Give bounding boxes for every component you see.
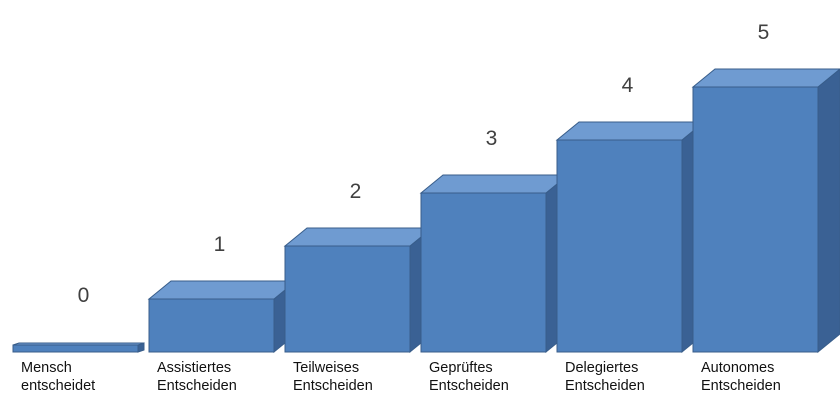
category-label-0: Mensch entscheidet bbox=[21, 360, 95, 394]
step-bar-top-5 bbox=[691, 68, 840, 88]
category-label-line: Mensch bbox=[21, 360, 72, 376]
step-value-label-3: 3 bbox=[486, 127, 498, 150]
category-label-line: Entscheiden bbox=[157, 378, 237, 394]
step-value-label-5: 5 bbox=[758, 21, 770, 44]
category-label-group: Mensch entscheidet Assistiertes Entscheiden… bbox=[21, 360, 781, 394]
step-bar-side-5 bbox=[817, 68, 840, 354]
step-bar-top-1 bbox=[147, 280, 298, 300]
step-bar-front-0 bbox=[12, 344, 139, 353]
category-label-line: Geprüftes bbox=[429, 360, 493, 376]
category-label-line: Assistiertes bbox=[157, 360, 231, 376]
category-label-3: Geprüftes Entscheiden bbox=[429, 360, 509, 394]
step-value-label-0: 0 bbox=[78, 284, 90, 307]
step-bar-0 bbox=[12, 342, 145, 353]
step-value-label-2: 2 bbox=[350, 180, 362, 203]
category-label-line: Entscheiden bbox=[565, 378, 645, 394]
category-label-line: Autonomes bbox=[701, 360, 774, 376]
step-bar-front-2 bbox=[284, 245, 411, 353]
category-label-line: Entscheiden bbox=[429, 378, 509, 394]
step-bar-top-2 bbox=[283, 227, 434, 247]
category-label-4: Delegiertes Entscheiden bbox=[565, 360, 645, 394]
category-label-line: Teilweises bbox=[293, 360, 359, 376]
step-bar-top-4 bbox=[555, 121, 706, 141]
step-bar-1 bbox=[147, 279, 298, 354]
value-label-group: 0 1 2 3 4 5 bbox=[78, 21, 770, 307]
bar-group bbox=[12, 68, 840, 354]
category-label-line: Entscheiden bbox=[293, 378, 373, 394]
step-value-label-4: 4 bbox=[622, 74, 634, 97]
category-label-1: Assistiertes Entscheiden bbox=[157, 360, 237, 394]
category-label-2: Teilweises Entscheiden bbox=[293, 360, 373, 394]
category-label-line: Entscheiden bbox=[701, 378, 781, 394]
step-value-label-1: 1 bbox=[214, 233, 226, 256]
category-label-line: Delegiertes bbox=[565, 360, 638, 376]
step-bar-2 bbox=[283, 226, 434, 354]
category-label-5: Autonomes Entscheiden bbox=[701, 360, 781, 394]
step-bar-front-1 bbox=[148, 298, 275, 353]
step-bar-5 bbox=[691, 68, 840, 354]
step-bar-front-3 bbox=[420, 192, 547, 353]
step-bar-top-3 bbox=[419, 174, 570, 194]
step-bar-4 bbox=[555, 120, 706, 354]
category-label-line: entscheidet bbox=[21, 378, 95, 394]
step-bar-3 bbox=[419, 173, 570, 354]
step-bar-front-4 bbox=[556, 139, 683, 353]
step-bar-front-5 bbox=[692, 86, 819, 353]
